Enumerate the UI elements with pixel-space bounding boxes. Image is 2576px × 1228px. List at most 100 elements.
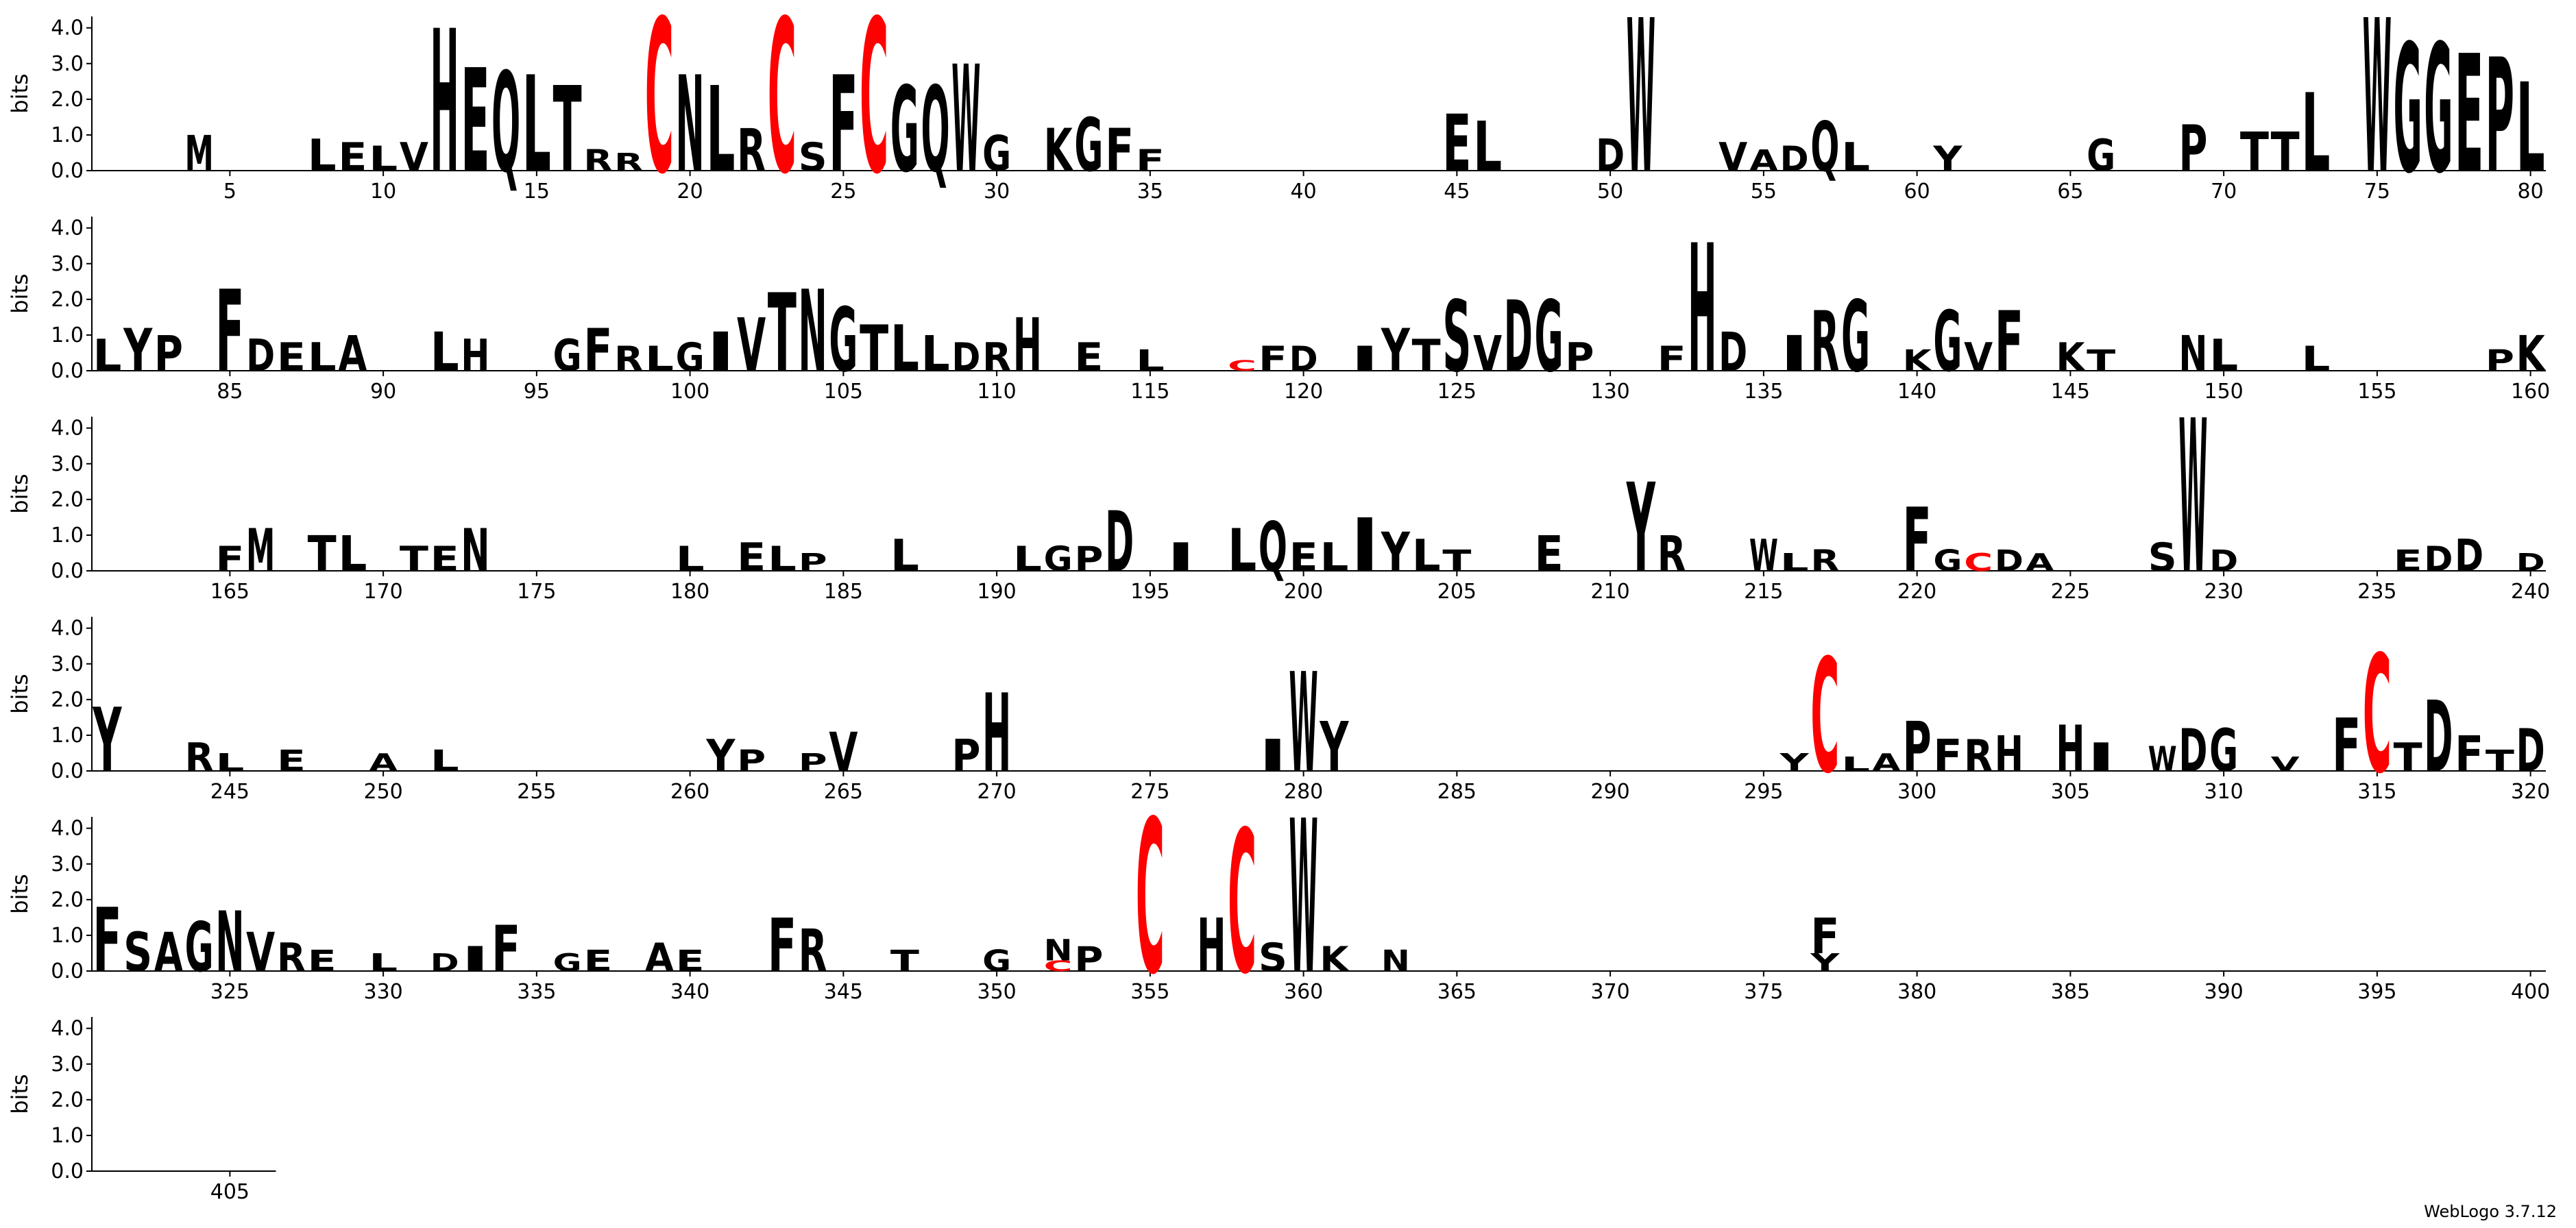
logo-letter: Y [1626, 458, 1656, 600]
logo-letter: E [1535, 526, 1564, 582]
x-tick-label: 70 [2211, 180, 2237, 204]
logo-letter: V [829, 721, 858, 784]
y-axis-label: bits [7, 73, 33, 113]
logo-letter: H [1197, 904, 1226, 989]
x-tick-label: 325 [210, 980, 250, 1004]
logo-letter: P [2486, 25, 2514, 208]
y-tick-label: 4.0 [51, 617, 84, 641]
y-tick-label: 0.0 [51, 959, 84, 983]
logo-letter: Q [1810, 107, 1839, 187]
logo-letter: I [706, 321, 735, 384]
y-tick-label: 4.0 [51, 217, 84, 241]
y-tick-label: 0.0 [51, 559, 84, 583]
logo-letter: I [1350, 504, 1379, 589]
x-tick-label: 285 [1437, 780, 1477, 804]
y-tick-label: 2.0 [51, 288, 84, 312]
logo-letter: C [645, 0, 674, 221]
logo-letter: P [2486, 344, 2514, 378]
x-tick-label: 270 [977, 780, 1016, 804]
x-tick-label: 90 [370, 380, 396, 404]
logo-letter: L [2516, 58, 2545, 200]
x-tick-label: 120 [1284, 380, 1323, 404]
logo-letter: H [1995, 726, 2024, 783]
logo-letter: Y [1779, 749, 1810, 777]
x-tick-label: 205 [1437, 580, 1477, 604]
x-tick-label: 175 [517, 580, 556, 604]
logo-letter: C [1810, 626, 1839, 808]
x-tick-label: 10 [370, 180, 396, 204]
logo-letter: L [2301, 339, 2330, 379]
logo-letter: R [1964, 730, 1993, 782]
logo-letter: P [1074, 940, 1103, 979]
y-tick-label: 3.0 [51, 652, 84, 676]
logo-letter: A [2026, 549, 2055, 577]
x-tick-label: 340 [670, 980, 709, 1004]
logo-letter: W [1749, 530, 1778, 582]
y-tick-label: 0.0 [51, 359, 84, 383]
x-tick-label: 275 [1130, 780, 1169, 804]
logo-letter: L [93, 330, 121, 382]
logo-letter: S [123, 921, 152, 984]
x-tick-label: 380 [1897, 980, 1936, 1004]
y-tick-label: 4.0 [51, 16, 84, 40]
logo-letter: W [951, 34, 980, 206]
y-tick-label: 4.0 [51, 1017, 84, 1041]
logo-letter: Q [1259, 507, 1287, 587]
x-tick-label: 320 [2511, 780, 2550, 804]
logo-letter: T [553, 62, 582, 199]
x-tick-label: 260 [670, 780, 709, 804]
x-tick-label: 100 [670, 380, 709, 404]
logo-letter: G [2394, 7, 2422, 212]
y-tick-label: 1.0 [51, 924, 84, 948]
logo-letter: G [2424, 7, 2453, 212]
logo-letter: D [951, 335, 980, 380]
logo-letter: T [1442, 544, 1471, 578]
logo-letter: A [1749, 144, 1778, 178]
logo-letter: A [1872, 749, 1901, 777]
logo-letter: S [799, 135, 827, 180]
logo-letter: K [2516, 326, 2547, 382]
y-tick-label: 2.0 [51, 88, 84, 112]
x-tick-label: 40 [1291, 180, 1317, 204]
logo-letter: D [1504, 280, 1533, 394]
logo-letter: Q [921, 62, 950, 199]
logo-letter: G [982, 125, 1011, 182]
logo-letter: T [1412, 330, 1441, 382]
logo-letter: N [215, 894, 244, 991]
x-tick-label: 375 [1744, 980, 1783, 1004]
y-tick-label: 2.0 [51, 888, 84, 912]
logo-letter: P [1565, 335, 1594, 380]
logo-letter: Y [1810, 949, 1841, 977]
logo-letter: L [1228, 517, 1256, 585]
logo-letter: G [1044, 539, 1073, 579]
logo-letter: R [1657, 526, 1686, 582]
logo-letter: A [645, 935, 674, 981]
logo-letter: R [1810, 544, 1839, 578]
logo-letter: L [338, 526, 367, 582]
x-tick-label: 385 [2051, 980, 2090, 1004]
logo-letter: H [461, 330, 489, 382]
y-tick-label: 2.0 [51, 1088, 84, 1112]
logo-letter: A [369, 749, 398, 777]
x-tick-label: 300 [1897, 780, 1936, 804]
logo-letter: L [1841, 135, 1870, 180]
logo-letter: Y [705, 730, 736, 782]
logo-letter: T [860, 312, 888, 386]
logo-letter: E [461, 39, 489, 204]
logo-letter: E [676, 944, 705, 979]
logo-letter: T [890, 944, 919, 979]
logo-letter: T [2087, 344, 2115, 378]
logo-letter: P [1903, 707, 1932, 787]
credit: WebLogo 3.7.12 [2424, 1202, 2557, 1221]
x-tick-label: 225 [2051, 580, 2090, 604]
logo-letter: V [246, 921, 275, 984]
logo-letter: L [2301, 71, 2330, 197]
logo-letter: C [1228, 358, 1256, 375]
x-tick-label: 165 [210, 580, 250, 604]
y-tick-label: 2.0 [51, 688, 84, 712]
x-tick-label: 235 [2357, 580, 2396, 604]
logo-letter: T [2486, 744, 2514, 778]
